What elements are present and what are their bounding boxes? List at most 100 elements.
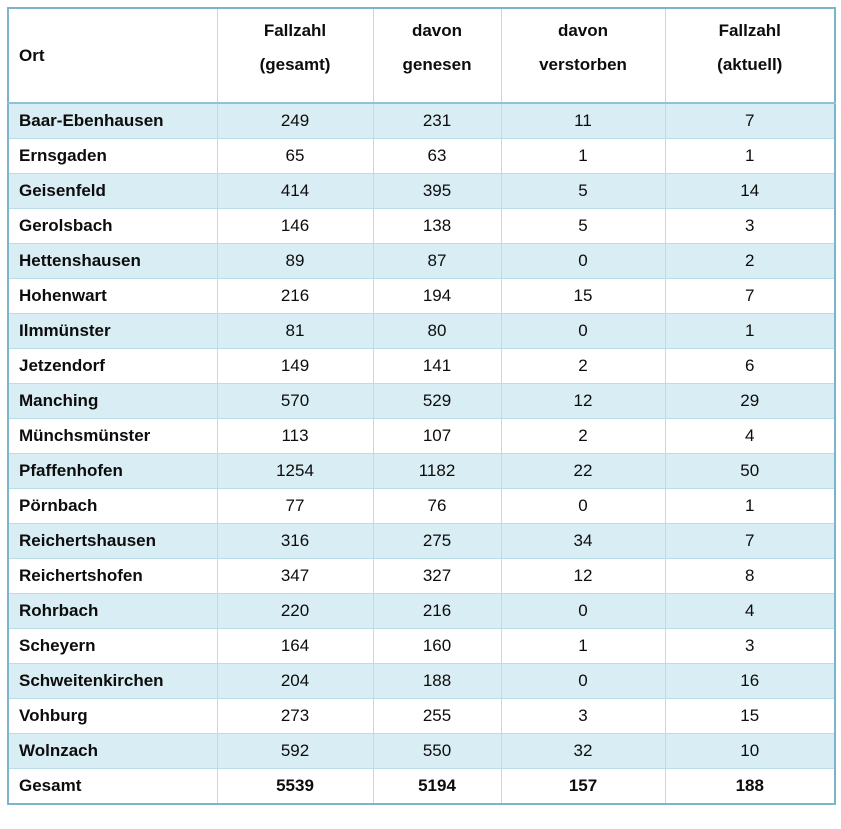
cell-genesen: 194 — [372, 277, 502, 314]
header-line-1: davon — [411, 21, 463, 40]
cell-genesen: 529 — [372, 382, 502, 419]
cell-aktuell: 2 — [664, 242, 836, 279]
cell-verstorben: 0 — [500, 487, 666, 524]
cell-aktuell: 4 — [664, 417, 836, 454]
cell-genesen: 188 — [372, 662, 502, 699]
column-header-davon-genesen: davon genesen — [372, 7, 502, 104]
table-row: Pörnbach 77 76 0 1 — [7, 487, 836, 524]
cell-gesamt: 414 — [216, 172, 374, 209]
cell-genesen: 275 — [372, 522, 502, 559]
header-line-1: davon — [557, 21, 609, 40]
header-line-2: genesen — [402, 55, 472, 74]
column-header-fallzahl-gesamt: Fallzahl (gesamt) — [216, 7, 374, 104]
cell-ort: Schweitenkirchen — [7, 662, 218, 699]
table-row: Hohenwart 216 194 15 7 — [7, 277, 836, 314]
header-row: Ort Fallzahl (gesamt) davon genesen davo… — [7, 7, 836, 104]
table-row: Geisenfeld 414 395 5 14 — [7, 172, 836, 209]
cell-ort: Hettenshausen — [7, 242, 218, 279]
table-row: Gerolsbach 146 138 5 3 — [7, 207, 836, 244]
cell-aktuell: 1 — [664, 487, 836, 524]
cell-gesamt: 149 — [216, 347, 374, 384]
table-row: Hettenshausen 89 87 0 2 — [7, 242, 836, 279]
cell-gesamt: 220 — [216, 592, 374, 629]
cell-verstorben: 0 — [500, 662, 666, 699]
cell-ort: Pfaffenhofen — [7, 452, 218, 489]
header-line-2: verstorben — [539, 55, 627, 74]
cell-genesen: 63 — [372, 137, 502, 174]
table-row: Ernsgaden 65 63 1 1 — [7, 137, 836, 174]
cell-ort: Reichertshofen — [7, 557, 218, 594]
table-row: Jetzendorf 149 141 2 6 — [7, 347, 836, 384]
table-row: Scheyern 164 160 1 3 — [7, 627, 836, 664]
cell-verstorben: 2 — [500, 347, 666, 384]
header-line-1: Fallzahl — [263, 21, 327, 40]
cell-aktuell: 4 — [664, 592, 836, 629]
cell-verstorben: 11 — [500, 102, 666, 139]
total-row: Gesamt 5539 5194 157 188 — [7, 767, 836, 805]
cell-ort: Hohenwart — [7, 277, 218, 314]
cell-verstorben: 0 — [500, 592, 666, 629]
table-row: Ilmmünster 81 80 0 1 — [7, 312, 836, 349]
cell-aktuell: 16 — [664, 662, 836, 699]
cell-ort: Gesamt — [7, 767, 218, 805]
cell-aktuell: 50 — [664, 452, 836, 489]
cell-verstorben: 32 — [500, 732, 666, 769]
cell-verstorben: 1 — [500, 137, 666, 174]
cell-verstorben: 15 — [500, 277, 666, 314]
cell-genesen: 87 — [372, 242, 502, 279]
cell-gesamt: 249 — [216, 102, 374, 139]
cell-ort: Jetzendorf — [7, 347, 218, 384]
cell-aktuell: 1 — [664, 312, 836, 349]
cell-aktuell: 8 — [664, 557, 836, 594]
cell-gesamt: 347 — [216, 557, 374, 594]
cell-gesamt: 81 — [216, 312, 374, 349]
table-row: Münchsmünster 113 107 2 4 — [7, 417, 836, 454]
cell-aktuell: 7 — [664, 277, 836, 314]
column-header-fallzahl-aktuell: Fallzahl (aktuell) — [664, 7, 836, 104]
cell-aktuell: 7 — [664, 102, 836, 139]
cell-aktuell: 29 — [664, 382, 836, 419]
cell-genesen: 395 — [372, 172, 502, 209]
table-header: Ort Fallzahl (gesamt) davon genesen davo… — [7, 7, 836, 104]
cell-verstorben: 0 — [500, 242, 666, 279]
cell-ort: Geisenfeld — [7, 172, 218, 209]
cell-gesamt: 89 — [216, 242, 374, 279]
cell-aktuell: 1 — [664, 137, 836, 174]
table-row: Rohrbach 220 216 0 4 — [7, 592, 836, 629]
cell-verstorben: 12 — [500, 557, 666, 594]
cell-aktuell: 15 — [664, 697, 836, 734]
cell-gesamt: 77 — [216, 487, 374, 524]
cell-gesamt: 164 — [216, 627, 374, 664]
cell-genesen: 255 — [372, 697, 502, 734]
cell-ort: Ernsgaden — [7, 137, 218, 174]
cell-ort: Gerolsbach — [7, 207, 218, 244]
header-line-2: (aktuell) — [717, 55, 783, 74]
cell-verstorben: 157 — [500, 767, 666, 805]
cell-aktuell: 3 — [664, 627, 836, 664]
cell-gesamt: 316 — [216, 522, 374, 559]
cell-aktuell: 3 — [664, 207, 836, 244]
table-row: Wolnzach 592 550 32 10 — [7, 732, 836, 769]
cell-gesamt: 216 — [216, 277, 374, 314]
cell-genesen: 107 — [372, 417, 502, 454]
cell-ort: Ilmmünster — [7, 312, 218, 349]
column-header-davon-verstorben: davon verstorben — [500, 7, 666, 104]
cell-gesamt: 592 — [216, 732, 374, 769]
cell-gesamt: 5539 — [216, 767, 374, 805]
cell-aktuell: 14 — [664, 172, 836, 209]
cell-verstorben: 5 — [500, 172, 666, 209]
cell-ort: Wolnzach — [7, 732, 218, 769]
cell-verstorben: 2 — [500, 417, 666, 454]
cell-aktuell: 10 — [664, 732, 836, 769]
cell-ort: Scheyern — [7, 627, 218, 664]
cell-gesamt: 273 — [216, 697, 374, 734]
cell-gesamt: 204 — [216, 662, 374, 699]
cell-gesamt: 65 — [216, 137, 374, 174]
cell-genesen: 160 — [372, 627, 502, 664]
table-row: Pfaffenhofen 1254 1182 22 50 — [7, 452, 836, 489]
cell-gesamt: 113 — [216, 417, 374, 454]
cell-verstorben: 1 — [500, 627, 666, 664]
covid-cases-table: Ort Fallzahl (gesamt) davon genesen davo… — [7, 7, 836, 805]
table-row: Reichertshofen 347 327 12 8 — [7, 557, 836, 594]
